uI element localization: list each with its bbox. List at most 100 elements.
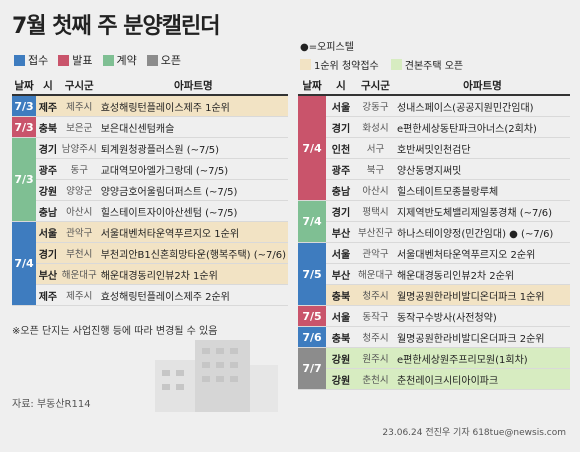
apartment-name-cell: 월명공원한라비발디온더파크 1순위 [394,284,570,306]
apartment-name-cell: 서울대벤처타운역푸르지오 1순위 [98,221,288,243]
header-apt: 아파트명 [98,76,288,96]
gungu-cell: 해운대구 [59,263,99,285]
date-cell: 7/3 [12,95,37,117]
gungu-cell: 동작구 [356,305,395,327]
sido-cell: 충북 [326,284,356,306]
apartment-name-cell: 양양금호어울림더퍼스트 (~7/5) [98,179,288,201]
schedule-row: 광주 북구 양산동명지써밋 [298,158,570,180]
schedule-row: 강원 춘천시 춘천레이크시티아이파크 [298,368,570,390]
header-sido: 시 [36,76,60,96]
date-cell: 7/4 [298,95,326,201]
schedule-row: 7/3 경기 남양주시 퇴계원청광플러스원 (~7/5) [12,137,288,222]
gungu-cell: 청주시 [356,284,395,306]
sido-cell: 강원 [326,368,356,390]
schedule-row: 충남 아산시 힐스테이트모종블랑루체 [298,179,570,201]
gungu-cell: 평택시 [356,200,395,222]
schedule-row: 경기 화성시 e편한세상동탄파크아너스(2회차) [298,116,570,138]
gungu-cell: 북구 [356,158,395,180]
sido-cell: 부산 [326,221,356,243]
sido-cell: 서울 [326,305,356,327]
gungu-cell: 부산진구 [356,221,395,243]
apartment-name-cell: 해운대경동리인뷰2차 2순위 [394,263,570,285]
gungu-cell: 동구 [59,158,99,180]
legend-swatch [300,59,311,70]
apartment-name-cell: 지제역반도체밸리제일풍경채 (~7/6) [394,200,570,222]
gungu-cell: 아산시 [59,200,99,222]
schedule-row: 충남 아산시 힐스테이트자이아산센텀 (~7/5) [12,200,288,222]
gungu-cell: 화성시 [356,116,395,138]
header-apt: 아파트명 [394,76,570,96]
sido-cell: 제주 [36,95,60,117]
schedule-row: 충북 청주시 월명공원한라비발디온더파크 1순위 [298,284,570,306]
sido-cell: 강원 [326,347,356,369]
title-prefix: 7월 첫째 주 [12,14,124,39]
gungu-cell: 서구 [356,137,395,159]
legend-swatch [14,54,25,66]
legend-swatch [58,54,70,66]
gungu-cell: 청주시 [356,326,395,348]
apartment-name-cell: 해운대경동리인뷰2차 1순위 [98,263,288,285]
schedule-row: 7/4 경기 평택시 지제역반도체밸리제일풍경채 (~7/6) [298,200,570,243]
legend-label: 접수 [28,54,49,67]
infographic-title: 7월 첫째 주 분양캘린더 [12,8,220,40]
apartment-name-cell: 효성해링턴플레이스제주 1순위 [98,95,288,117]
gungu-cell: 관악구 [356,242,395,264]
apartment-name-cell: 성내스페이스(공공지원민간임대) [394,95,570,117]
schedule-row: 7/4 서울 관악구 서울대벤처타운역푸르지오 1순위 [12,221,288,306]
apartment-name-cell: 부천괴안B1신혼희망타운(행복주택) (~7/6) [98,242,288,264]
legend-item: 견본주택 오픈 [390,57,464,72]
title-highlight: 분양캘린더 [123,14,220,39]
apartment-name-cell: 양산동명지써밋 [394,158,570,180]
legend-item: 발표 [58,52,93,68]
date-cell: 7/3 [12,137,37,222]
sido-cell: 경기 [326,116,356,138]
sido-cell: 광주 [36,158,60,180]
gungu-cell: 관악구 [59,221,99,243]
apartment-name-cell: 힐스테이트모종블랑루체 [394,179,570,201]
sido-cell: 광주 [326,158,356,180]
apartment-name-cell: e편한세상원주프리모원(1회차) [394,347,570,369]
date-cell: 7/5 [298,242,326,306]
legend-label: 견본주택 오픈 [404,61,464,72]
source-label: 자료: 부동산R114 [12,399,91,410]
gungu-cell: 제주시 [59,95,99,117]
legend-label: 발표 [72,54,93,67]
apartment-name-cell: 교대역모아엘가그랑데 (~7/5) [98,158,288,180]
gungu-cell: 보은군 [59,116,99,138]
sido-cell: 충남 [326,179,356,201]
apartment-name-cell: 서울대벤처타운역푸르지오 2순위 [394,242,570,264]
sido-cell: 인천 [326,137,356,159]
schedule-row: 부산 해운대구 해운대경동리인뷰2차 1순위 [12,263,288,285]
gungu-cell: 남양주시 [59,137,99,159]
date-cell: 7/3 [12,116,37,138]
gungu-cell: 양양군 [59,179,99,201]
left-schedule-table: 날짜 시 구시군 아파트명 7/3 제주 제주시 효성해링턴플레이스제주 1순위 7/3… [12,76,288,306]
gungu-cell: 강동구 [356,95,395,117]
legend-item: 계약 [102,52,137,68]
sido-cell: 제주 [36,284,60,306]
apartment-name-cell: 호반써밋인천검단 [394,137,570,159]
sido-cell: 부산 [326,263,356,285]
schedule-row: 7/6 충북 청주시 월명공원한라비발디온더파크 2순위 [298,326,570,348]
footnote: ※오픈 단지는 사업진행 등에 따라 변경될 수 있음 [12,326,218,337]
sido-cell: 충남 [36,200,60,222]
header-date: 날짜 [298,76,326,96]
schedule-row: 부산 부산진구 하나스테이양정(민간임대) ● (~7/6) [298,221,570,243]
apartment-name-cell: 보은대신센텀캐슬 [98,116,288,138]
schedule-row: 7/4 서울 강동구 성내스페이스(공공지원민간임대) [298,95,570,201]
date-cell: 7/5 [298,305,326,327]
schedule-row: 제주 제주시 효성해링턴플레이스제주 2순위 [12,284,288,306]
sido-cell: 경기 [36,242,60,264]
schedule-row: 광주 동구 교대역모아엘가그랑데 (~7/5) [12,158,288,180]
sido-cell: 경기 [326,200,356,222]
header-sido: 시 [326,76,356,96]
date-cell: 7/4 [12,221,37,306]
schedule-row: 7/7 강원 원주시 e편한세상원주프리모원(1회차) [298,347,570,390]
apartment-name-cell: e편한세상동탄파크아너스(2회차) [394,116,570,138]
apartment-name-cell: 월명공원한라비발디온더파크 2순위 [394,326,570,348]
gungu-cell: 춘천시 [356,368,395,390]
legend-item: 접수 [14,52,48,68]
legend-swatch [146,54,158,66]
legend-item: 오픈 [146,52,181,68]
legend-item: 1순위 청약접수 [300,57,379,72]
